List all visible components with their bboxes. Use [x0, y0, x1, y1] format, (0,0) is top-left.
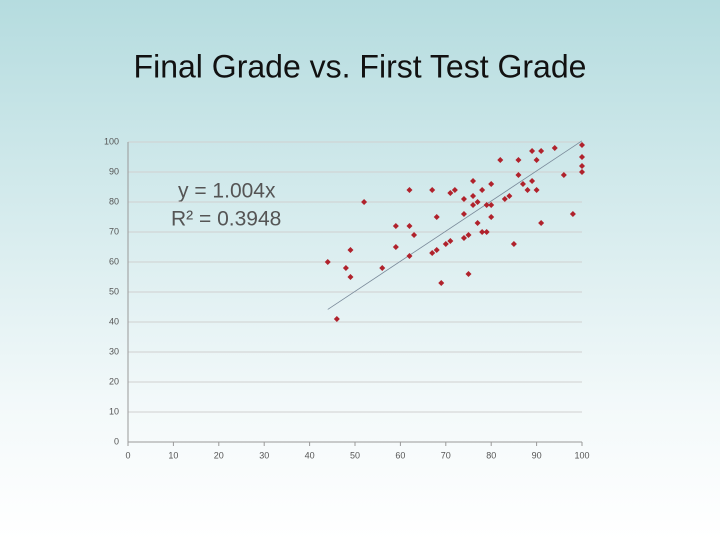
x-tick-label: 60	[395, 450, 405, 460]
point	[579, 154, 585, 160]
point	[538, 220, 545, 226]
x-tick-label: 40	[305, 450, 315, 460]
point	[538, 148, 545, 154]
trendline	[327, 140, 583, 310]
point	[433, 214, 440, 220]
x-tick-label: 100	[574, 450, 589, 460]
point	[392, 244, 399, 250]
y-tick-label: 30	[109, 346, 119, 356]
point	[447, 190, 454, 196]
point	[333, 316, 340, 322]
point	[460, 196, 467, 202]
point	[501, 196, 508, 202]
chart-title: Final Grade vs. First Test Grade	[134, 48, 587, 84]
point	[379, 265, 386, 271]
annotation: y = 1.004x	[178, 180, 276, 203]
point	[470, 202, 477, 208]
point	[451, 187, 458, 193]
point	[483, 202, 490, 208]
x-tick-label: 0	[125, 450, 130, 460]
point	[470, 178, 477, 184]
x-tick-label: 50	[350, 450, 360, 460]
y-tick-label: 100	[104, 136, 119, 146]
point	[433, 247, 440, 253]
y-tick-label: 90	[109, 166, 119, 176]
point	[474, 199, 481, 205]
x-tick-label: 20	[214, 450, 224, 460]
y-tick-label: 10	[109, 406, 119, 416]
point	[470, 193, 477, 199]
point	[488, 181, 495, 187]
point	[460, 211, 467, 217]
point	[560, 172, 567, 178]
y-tick-label: 20	[109, 376, 119, 386]
point	[497, 157, 504, 163]
point	[479, 187, 486, 193]
y-tick-label: 50	[109, 286, 119, 296]
point	[529, 178, 536, 184]
point	[533, 187, 540, 193]
point	[510, 241, 517, 247]
point	[406, 187, 413, 193]
point	[429, 187, 436, 193]
x-tick-label: 80	[486, 450, 496, 460]
y-tick-label: 80	[109, 196, 119, 206]
point	[347, 274, 354, 280]
point	[579, 169, 585, 175]
point	[488, 202, 495, 208]
point	[361, 199, 368, 205]
point	[483, 229, 490, 235]
point	[465, 232, 472, 238]
y-tick-label: 70	[109, 226, 119, 236]
point	[515, 172, 522, 178]
point	[569, 211, 576, 217]
annotation: R² = 0.3948	[171, 208, 281, 231]
point	[579, 142, 585, 148]
point	[465, 271, 472, 277]
point	[474, 220, 481, 226]
point	[460, 235, 467, 241]
point	[438, 280, 445, 286]
point	[488, 214, 495, 220]
x-tick-label: 70	[441, 450, 451, 460]
point	[551, 145, 558, 151]
y-tick-label: 40	[109, 316, 119, 326]
point	[447, 238, 454, 244]
x-tick-label: 30	[259, 450, 269, 460]
point	[342, 265, 349, 271]
point	[519, 181, 526, 187]
point	[529, 148, 536, 154]
point	[324, 259, 331, 265]
point	[411, 232, 418, 238]
point	[392, 223, 399, 229]
point	[524, 187, 531, 193]
point	[406, 223, 413, 229]
point	[347, 247, 354, 253]
point	[506, 193, 513, 199]
y-tick-label: 60	[109, 256, 119, 266]
point	[479, 229, 486, 235]
point	[515, 157, 522, 163]
point	[406, 253, 413, 259]
x-tick-label: 90	[532, 450, 542, 460]
point	[579, 163, 585, 169]
y-tick-label: 0	[114, 436, 119, 446]
x-tick-label: 10	[168, 450, 178, 460]
point	[429, 250, 436, 256]
point	[533, 157, 540, 163]
point	[442, 241, 449, 247]
